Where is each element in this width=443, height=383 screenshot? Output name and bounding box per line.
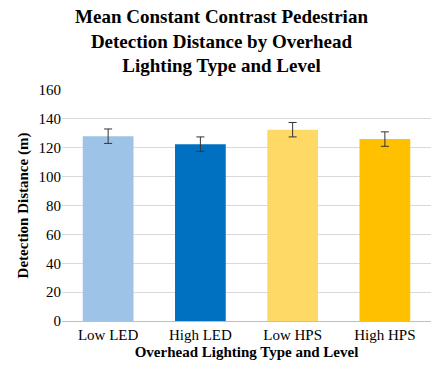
svg-text:120: 120 [39, 140, 62, 156]
svg-text:100: 100 [39, 169, 62, 185]
svg-text:Overhead Lighting Type and Lev: Overhead Lighting Type and Level [135, 344, 359, 360]
svg-text:60: 60 [46, 227, 61, 243]
svg-text:High LED: High LED [169, 327, 232, 343]
svg-text:80: 80 [46, 198, 61, 214]
svg-text:Low LED: Low LED [78, 327, 139, 343]
svg-text:0: 0 [54, 313, 62, 329]
svg-text:160: 160 [39, 82, 62, 98]
svg-text:Mean Constant Contrast Pedestr: Mean Constant Contrast PedestrianDetecti… [75, 6, 368, 76]
svg-text:20: 20 [46, 284, 61, 300]
svg-text:Detection Distance (m): Detection Distance (m) [15, 133, 32, 279]
svg-text:Low HPS: Low HPS [263, 327, 322, 343]
svg-text:140: 140 [39, 111, 62, 127]
svg-text:High HPS: High HPS [354, 327, 415, 343]
svg-text:40: 40 [46, 256, 61, 272]
